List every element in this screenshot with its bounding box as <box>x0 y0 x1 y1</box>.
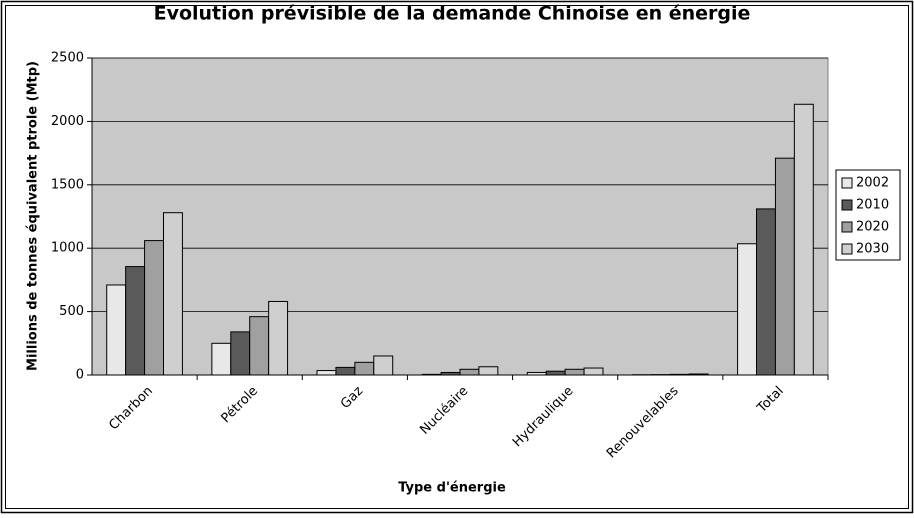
bar <box>316 370 337 376</box>
legend-label: 2002 <box>856 176 889 191</box>
legend-label: 2020 <box>856 220 889 235</box>
bar <box>211 342 232 376</box>
bar <box>354 361 375 376</box>
bar <box>564 368 585 376</box>
bar <box>125 266 146 376</box>
bar <box>249 316 270 376</box>
bar <box>335 366 356 376</box>
bar <box>162 212 183 376</box>
bar <box>737 243 758 376</box>
bar <box>478 366 499 376</box>
plot-area <box>91 57 829 376</box>
inner-frame <box>5 5 909 509</box>
bar <box>793 103 814 376</box>
bar <box>774 157 795 376</box>
bar <box>583 367 604 376</box>
y-axis-title: Millions de tonnes équivalent ptrole (Mt… <box>26 61 41 371</box>
legend-label: 2010 <box>856 198 889 213</box>
bar <box>545 370 566 376</box>
y-tick-label: 2000 <box>51 114 84 129</box>
legend-swatch <box>841 177 853 189</box>
y-tick-label: 500 <box>59 304 84 319</box>
legend-label: 2030 <box>856 242 889 257</box>
y-tick-label: 1500 <box>51 177 84 192</box>
x-axis-title: Type d'énergie <box>398 481 506 496</box>
bar <box>373 355 394 376</box>
bar <box>268 300 289 376</box>
bar <box>459 368 480 376</box>
legend-swatch <box>841 243 853 255</box>
legend-swatch <box>841 199 853 211</box>
y-tick-label: 0 <box>76 368 84 383</box>
y-tick-label: 1000 <box>51 241 84 256</box>
bar <box>230 331 251 376</box>
bar <box>144 240 164 376</box>
y-tick-label: 2500 <box>51 51 84 66</box>
legend-swatch <box>841 221 853 233</box>
chart-title: Evolution prévisible de la demande Chino… <box>154 3 751 25</box>
bar <box>106 284 127 376</box>
bar <box>756 208 776 376</box>
